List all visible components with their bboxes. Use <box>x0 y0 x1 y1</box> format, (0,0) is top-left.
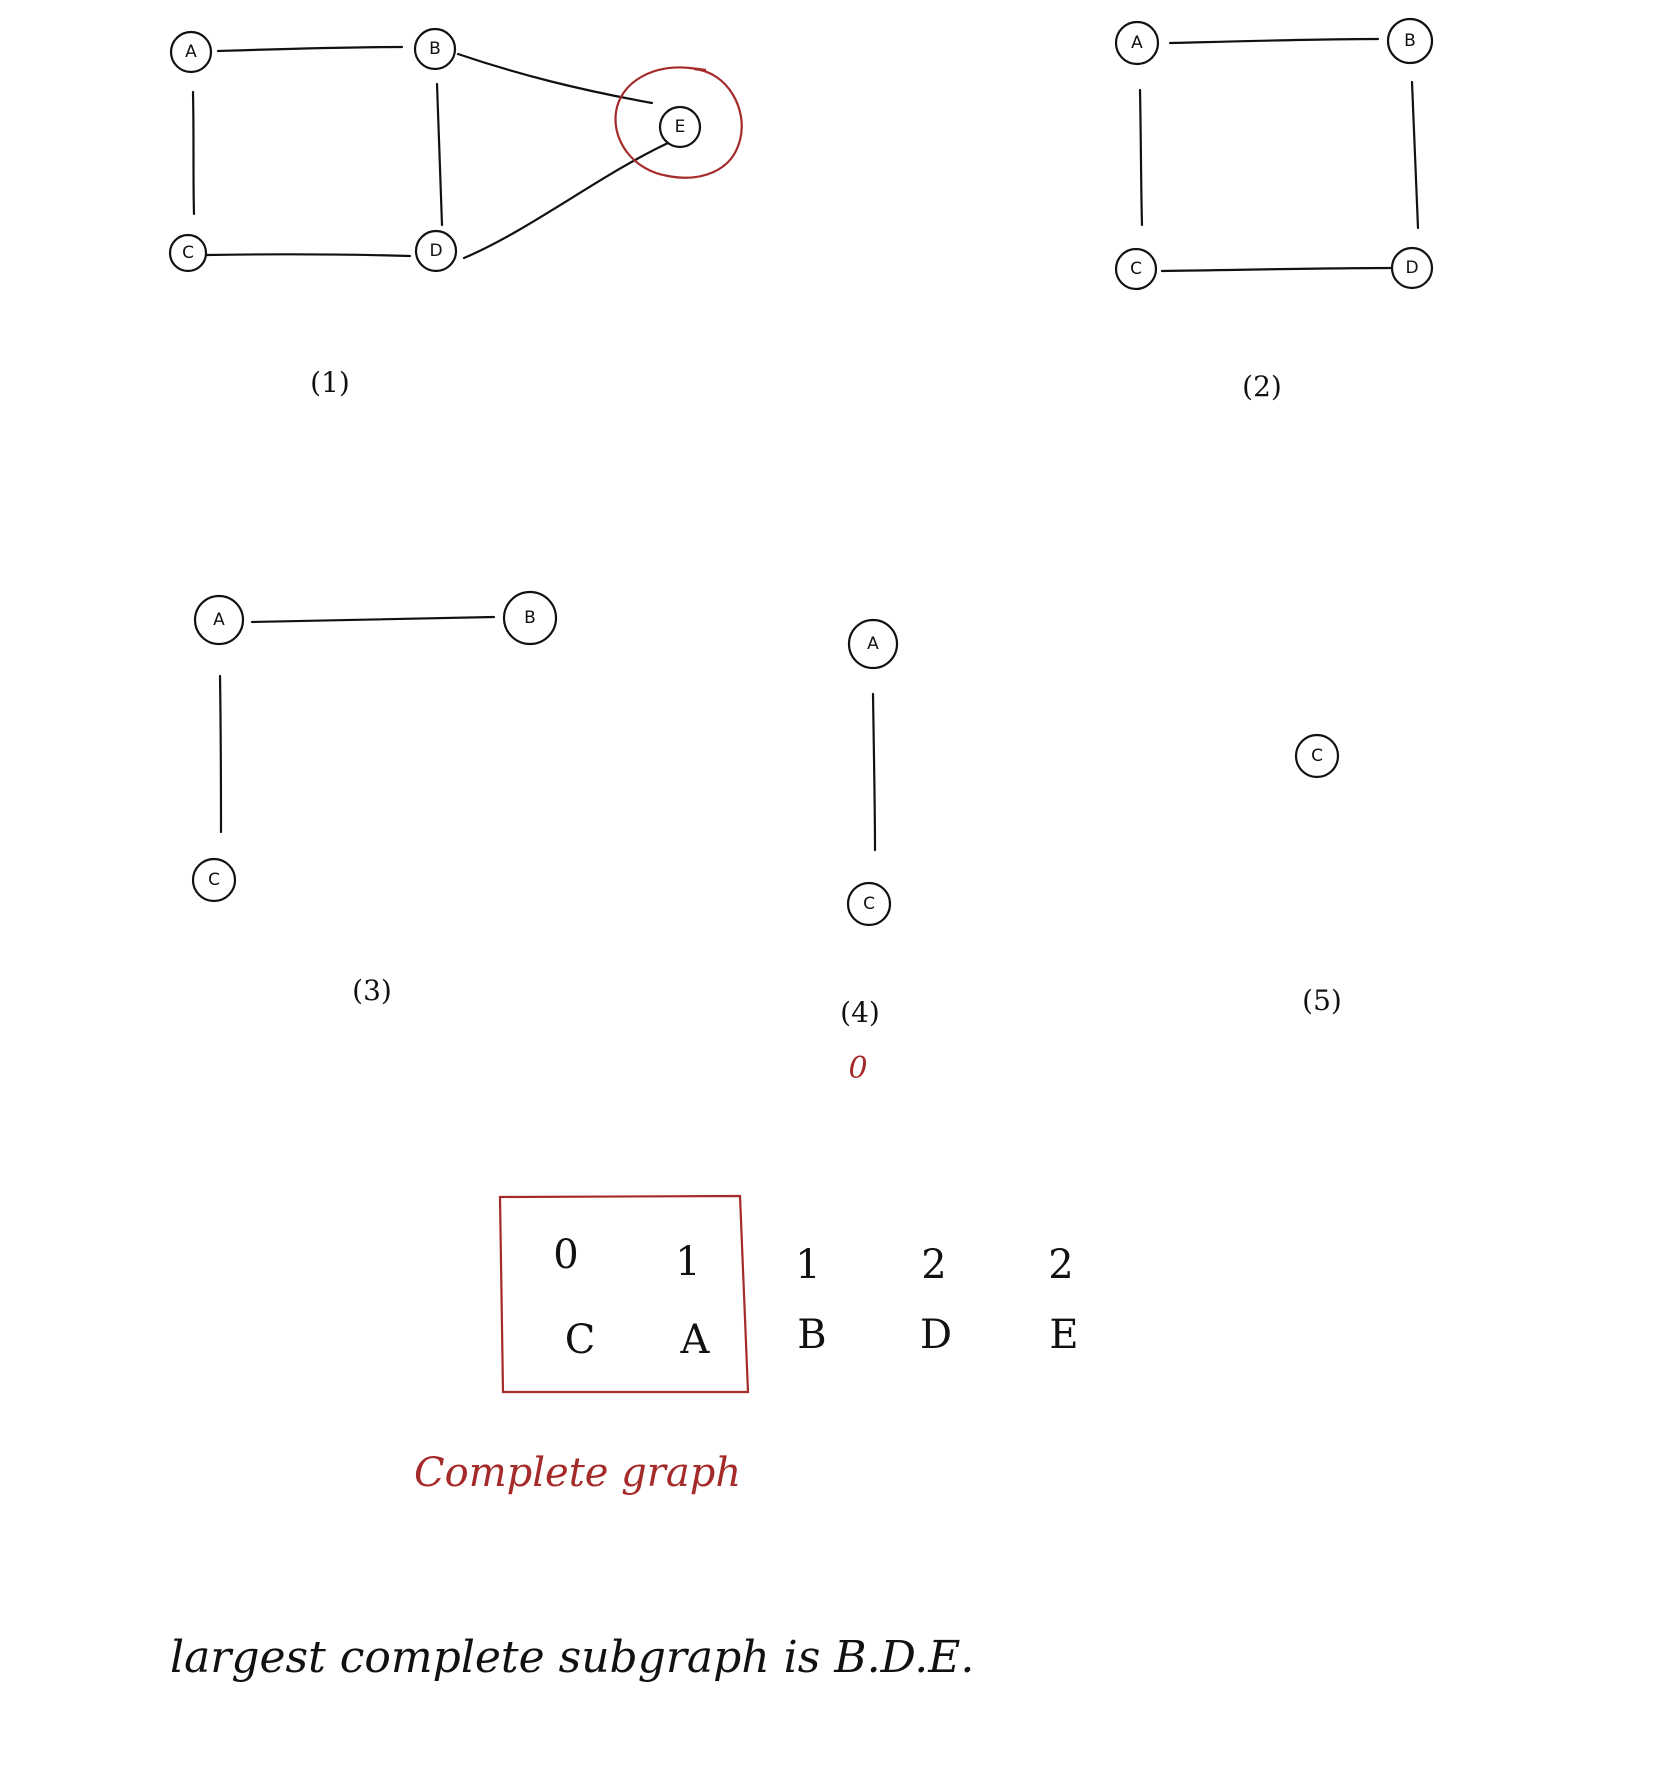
node-A <box>1114 20 1160 66</box>
graph-caption-2: (2) <box>1242 370 1282 403</box>
node-C <box>1114 247 1158 291</box>
graph-3: A B C (3) <box>191 590 558 1007</box>
vertex-label-E: E <box>1049 1312 1078 1358</box>
graph-caption-4: (4) <box>840 996 880 1029</box>
node-C <box>191 857 237 903</box>
node-label-E: E <box>675 117 686 137</box>
edge-B-D <box>435 82 444 227</box>
graph-caption-1: (1) <box>310 366 350 399</box>
node-label-A: A <box>213 610 225 630</box>
vertex-label-C: C <box>565 1317 596 1363</box>
conclusion-text: largest complete subgraph is B.D.E. <box>170 1632 974 1683</box>
node-D <box>1390 246 1434 290</box>
node-label-B: B <box>1404 31 1416 51</box>
node-label-A: A <box>185 42 197 62</box>
node-label-D: D <box>1405 258 1418 278</box>
node-B <box>1386 17 1434 65</box>
edge-B-D <box>1410 80 1420 230</box>
edge-A-B <box>1168 37 1380 45</box>
node-A <box>169 30 213 74</box>
node-label-D: D <box>429 241 442 261</box>
graph-4-annotation: 0 <box>848 1051 867 1086</box>
complete-graph-label: Complete graph <box>414 1450 741 1496</box>
graph-2: A B C D (2) <box>1114 17 1434 403</box>
core-number-A: 1 <box>675 1239 700 1285</box>
core-number-E: 2 <box>1048 1242 1073 1288</box>
node-E <box>658 105 702 149</box>
node-label-C: C <box>208 870 220 890</box>
graph-4: A C (4) 0 <box>840 618 899 1086</box>
core-number-B: 1 <box>795 1242 820 1288</box>
core-number-C: 0 <box>553 1232 578 1278</box>
vertex-label-B: B <box>797 1312 826 1358</box>
edge-C-D <box>1160 266 1394 273</box>
edge-D-E <box>462 141 670 260</box>
core-number-table: 0 C 1 A 1 B 2 D 2 E Complete graph <box>414 1194 1079 1496</box>
node-A <box>847 618 899 670</box>
edge-B-E <box>456 52 654 105</box>
highlight-circle-E <box>614 66 743 179</box>
vertex-label-A: A <box>680 1317 711 1363</box>
edge-A-B <box>250 615 496 624</box>
edge-C-D <box>205 253 412 258</box>
node-label-C: C <box>1311 746 1323 766</box>
node-C <box>168 233 208 273</box>
node-D <box>414 229 458 273</box>
node-label-B: B <box>429 39 441 59</box>
node-label-C: C <box>863 894 875 914</box>
edge-A-C <box>871 692 877 852</box>
graph-caption-5: (5) <box>1302 984 1342 1017</box>
graph-5: C (5) <box>1294 733 1342 1017</box>
node-C <box>846 881 892 927</box>
node-label-C: C <box>182 243 194 263</box>
node-label-C: C <box>1130 259 1142 279</box>
vertex-label-D: D <box>920 1312 952 1358</box>
node-A <box>193 594 245 646</box>
node-B <box>413 27 457 71</box>
core-number-D: 2 <box>921 1242 946 1288</box>
node-B <box>502 590 558 646</box>
node-label-B: B <box>524 608 536 628</box>
node-label-A: A <box>1131 33 1143 53</box>
edge-A-B <box>216 45 404 53</box>
node-label-A: A <box>867 634 879 654</box>
node-C <box>1294 733 1340 779</box>
graph-1: A B C D E (1) <box>168 27 743 399</box>
graph-caption-3: (3) <box>352 974 392 1007</box>
edge-A-C <box>218 674 223 834</box>
edge-A-C <box>1138 88 1144 227</box>
edge-A-C <box>191 90 196 216</box>
complete-graph-box <box>498 1194 750 1394</box>
